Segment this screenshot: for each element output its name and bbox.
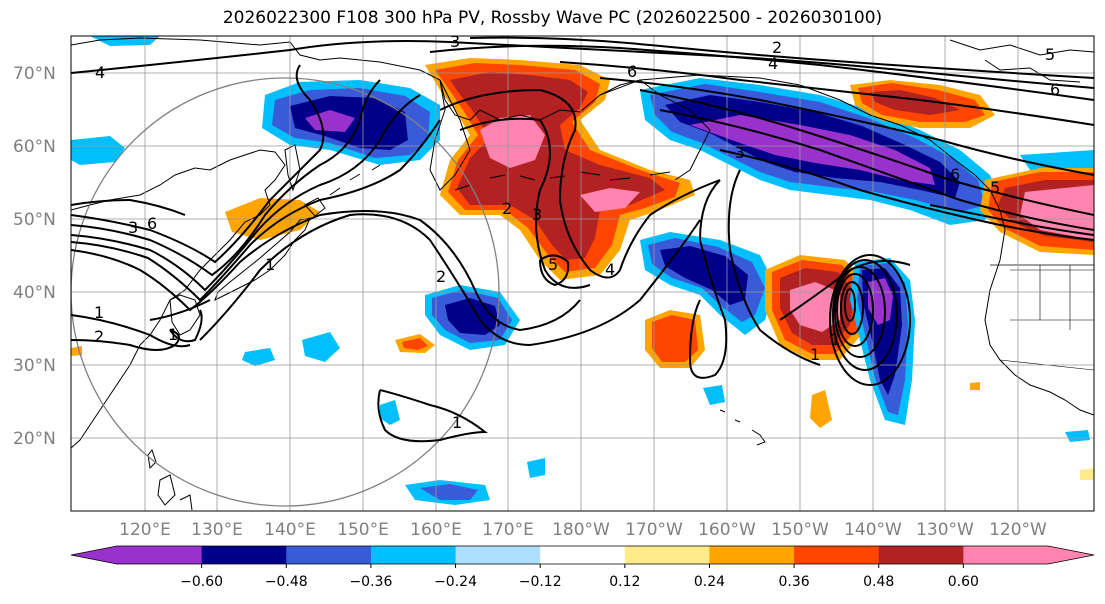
- contour-label: 6: [1050, 80, 1060, 99]
- colorbar-swatch: [963, 546, 1049, 564]
- contour-label: 1: [168, 325, 178, 344]
- lon-label: 180°W: [552, 520, 610, 540]
- lon-label: 130°W: [916, 520, 974, 540]
- colorbar-swatch: [709, 546, 795, 564]
- latitude-labels: 70°N 60°N 50°N 40°N 30°N 20°N: [13, 64, 56, 449]
- lat-label: 20°N: [13, 429, 56, 449]
- lon-label: 140°W: [844, 520, 902, 540]
- lon-label: 150°W: [771, 520, 829, 540]
- colorbar-tick-label: 0.24: [694, 574, 725, 590]
- contour-label: 6: [627, 62, 637, 81]
- map-title: 2026022300 F108 300 hPa PV, Rossby Wave …: [222, 8, 883, 28]
- contour-label: 2: [502, 199, 512, 218]
- lat-label: 70°N: [13, 64, 56, 84]
- colorbar-swatch: [370, 546, 457, 564]
- lon-label: 170°E: [482, 520, 534, 540]
- lon-label: 120°E: [119, 520, 171, 540]
- pv-anomaly-shading: [71, 36, 1094, 505]
- colorbar-swatch: [117, 546, 203, 564]
- colorbar-tick-label: −0.60: [180, 574, 223, 590]
- colorbar-tick-label: −0.36: [349, 574, 392, 590]
- longitude-labels: 120°E 130°E 140°E 150°E 160°E 170°E 180°…: [119, 520, 1047, 540]
- colorbar-tick-label: −0.12: [519, 574, 562, 590]
- lat-label: 40°N: [13, 283, 56, 303]
- lon-label: 160°W: [698, 520, 756, 540]
- colorbar-swatch: [201, 546, 287, 564]
- lat-label: 60°N: [13, 137, 56, 157]
- contour-label: 1: [452, 413, 462, 432]
- colorbar-extend-min: [71, 546, 117, 564]
- contour-label: 1: [265, 255, 275, 274]
- contour-label: 6: [950, 165, 960, 184]
- contour-label: 5: [990, 178, 1000, 197]
- colorbar-tick-label: 0.60: [948, 574, 979, 590]
- colorbar-swatch: [540, 546, 626, 564]
- contour-label: 1: [810, 345, 820, 364]
- lon-label: 150°E: [337, 520, 389, 540]
- colorbar-swatch: [794, 546, 880, 564]
- colorbar-tick-label: 0.48: [863, 574, 894, 590]
- colorbar-swatch: [624, 546, 710, 564]
- colorbar-tick-label: −0.24: [434, 574, 477, 590]
- contour-label: 1: [830, 330, 840, 349]
- colorbar-extend-max: [1048, 546, 1094, 564]
- coastlines: [71, 37, 1094, 511]
- lon-label: 160°E: [410, 520, 462, 540]
- contour-label: 4: [95, 63, 105, 82]
- lat-label: 30°N: [13, 356, 56, 376]
- colorbar-swatch: [286, 546, 372, 564]
- radius-circle: [71, 77, 500, 507]
- lon-label: 120°W: [989, 520, 1047, 540]
- contour-label: 3: [128, 218, 138, 237]
- map-border: [70, 35, 1095, 512]
- colorbar-tick-label: −0.48: [265, 574, 308, 590]
- contour-label: 6: [147, 214, 157, 233]
- contour-label: 2: [436, 267, 446, 286]
- contour-label: 3: [735, 143, 745, 162]
- colorbar-tick-label: 0.12: [609, 574, 640, 590]
- contour-label: 2: [772, 38, 782, 57]
- colorbar-tick-label: 0.36: [779, 574, 810, 590]
- lat-label: 50°N: [13, 210, 56, 230]
- colorbar-swatch: [455, 546, 541, 564]
- contour-labels: 3 2 4 4 6 6 5 6 3 1 2 3 5 4 2 1 2 1 1 5 …: [94, 32, 1060, 432]
- contour-label: 4: [605, 260, 615, 279]
- contour-label: 3: [532, 205, 542, 224]
- lon-label: 130°E: [191, 520, 243, 540]
- contour-label: 2: [94, 327, 104, 346]
- contour-label: 5: [548, 255, 558, 274]
- lon-label: 170°W: [625, 520, 683, 540]
- contour-label: 4: [768, 54, 778, 73]
- graticule: [71, 36, 1094, 511]
- contour-label: 1: [94, 303, 104, 322]
- contour-label: 5: [1045, 45, 1055, 64]
- contour-label: 3: [450, 32, 460, 51]
- colorbar-outline: [70, 545, 1095, 565]
- colorbar: −0.60 −0.48 −0.36 −0.24 −0.12 0.12 0.24 0.36 0.4…: [70, 545, 1095, 590]
- pv-contours: [71, 36, 1094, 443]
- lon-label: 140°E: [264, 520, 316, 540]
- colorbar-swatch: [878, 546, 964, 564]
